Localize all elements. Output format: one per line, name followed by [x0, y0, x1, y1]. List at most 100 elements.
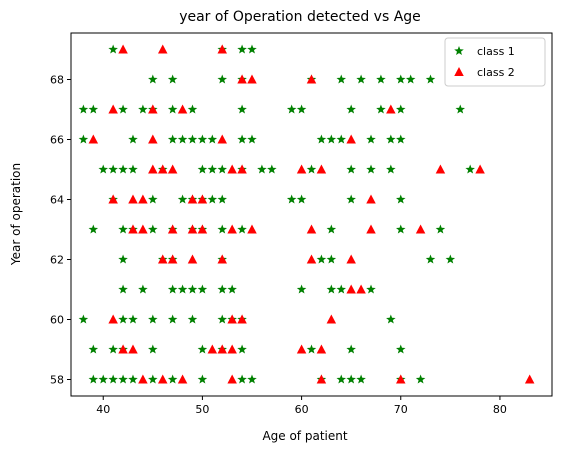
point-triangle-class2 — [416, 225, 426, 234]
point-star-class1 — [267, 165, 277, 174]
point-triangle-class2 — [138, 225, 148, 234]
point-star-class1 — [118, 225, 128, 234]
point-star-class1 — [118, 255, 128, 264]
x-axis-ticks: 40 50 60 70 80 — [96, 396, 507, 416]
point-star-class1 — [128, 165, 138, 174]
point-star-class1 — [406, 75, 416, 84]
point-triangle-class2 — [227, 225, 237, 234]
point-star-class1 — [118, 375, 128, 384]
point-star-class1 — [198, 375, 208, 384]
point-star-class1 — [128, 315, 138, 324]
x-tick-label: 50 — [195, 403, 209, 416]
point-star-class1 — [118, 315, 128, 324]
point-star-class1 — [148, 225, 158, 234]
point-star-class1 — [188, 285, 198, 294]
x-axis-label: Age of patient — [262, 429, 347, 443]
point-star-class1 — [396, 195, 406, 204]
point-star-class1 — [247, 45, 257, 54]
y-tick-label: 58 — [50, 374, 64, 387]
point-star-class1 — [237, 225, 247, 234]
point-star-class1 — [327, 225, 337, 234]
point-star-class1 — [108, 375, 118, 384]
point-star-class1 — [148, 315, 158, 324]
point-star-class1 — [148, 195, 158, 204]
point-star-class1 — [346, 375, 356, 384]
point-star-class1 — [208, 135, 218, 144]
point-star-class1 — [396, 105, 406, 114]
point-star-class1 — [346, 165, 356, 174]
point-triangle-class2 — [386, 105, 396, 114]
point-triangle-class2 — [138, 195, 148, 204]
point-star-class1 — [89, 225, 99, 234]
point-triangle-class2 — [297, 345, 307, 354]
x-tick-label: 60 — [295, 403, 309, 416]
point-triangle-class2 — [108, 315, 118, 324]
y-axis-ticks: 58 60 62 64 66 68 — [50, 74, 71, 387]
point-triangle-class2 — [307, 225, 317, 234]
y-axis-label: Year of operation — [9, 163, 23, 266]
point-triangle-class2 — [317, 345, 327, 354]
point-triangle-class2 — [346, 135, 356, 144]
point-star-class1 — [98, 375, 108, 384]
point-star-class1 — [376, 105, 386, 114]
point-star-class1 — [307, 165, 317, 174]
point-star-class1 — [217, 285, 227, 294]
point-star-class1 — [128, 375, 138, 384]
point-star-class1 — [148, 345, 158, 354]
point-star-class1 — [89, 105, 99, 114]
point-triangle-class2 — [356, 285, 366, 294]
point-star-class1 — [396, 135, 406, 144]
point-star-class1 — [297, 285, 307, 294]
point-triangle-class2 — [138, 375, 148, 384]
x-tick-label: 70 — [394, 403, 408, 416]
point-star-class1 — [396, 225, 406, 234]
point-triangle-class2 — [188, 255, 198, 264]
point-star-class1 — [98, 165, 108, 174]
data-points — [79, 45, 535, 384]
point-star-class1 — [356, 75, 366, 84]
point-triangle-class2 — [168, 165, 178, 174]
point-triangle-class2 — [128, 345, 138, 354]
point-triangle-class2 — [118, 45, 128, 54]
point-star-class1 — [178, 195, 188, 204]
chart-title: year of Operation detected vs Age — [179, 9, 421, 25]
point-triangle-class2 — [227, 345, 237, 354]
y-tick-label: 68 — [50, 74, 64, 87]
point-star-class1 — [376, 75, 386, 84]
point-triangle-class2 — [327, 315, 337, 324]
point-triangle-class2 — [178, 375, 188, 384]
point-star-class1 — [317, 255, 327, 264]
point-star-class1 — [237, 375, 247, 384]
point-star-class1 — [386, 315, 396, 324]
point-star-class1 — [108, 345, 118, 354]
point-triangle-class2 — [475, 165, 485, 174]
point-star-class1 — [168, 285, 178, 294]
point-star-class1 — [346, 105, 356, 114]
point-star-class1 — [426, 75, 436, 84]
point-triangle-class2 — [346, 285, 356, 294]
point-star-class1 — [396, 75, 406, 84]
point-triangle-class2 — [108, 105, 118, 114]
point-star-class1 — [168, 375, 178, 384]
point-star-class1 — [436, 225, 446, 234]
point-star-class1 — [79, 105, 89, 114]
point-triangle-class2 — [158, 375, 168, 384]
point-star-class1 — [337, 135, 347, 144]
point-star-class1 — [138, 105, 148, 114]
point-star-class1 — [198, 135, 208, 144]
point-star-class1 — [346, 195, 356, 204]
point-star-class1 — [168, 75, 178, 84]
point-star-class1 — [456, 105, 466, 114]
point-star-class1 — [118, 165, 128, 174]
point-triangle-class2 — [436, 165, 446, 174]
point-star-class1 — [386, 135, 396, 144]
point-star-class1 — [247, 375, 257, 384]
point-star-class1 — [108, 165, 118, 174]
point-triangle-class2 — [366, 225, 376, 234]
point-triangle-class2 — [247, 75, 257, 84]
point-star-class1 — [416, 375, 426, 384]
point-triangle-class2 — [148, 165, 158, 174]
point-star-class1 — [89, 375, 99, 384]
point-star-class1 — [217, 225, 227, 234]
